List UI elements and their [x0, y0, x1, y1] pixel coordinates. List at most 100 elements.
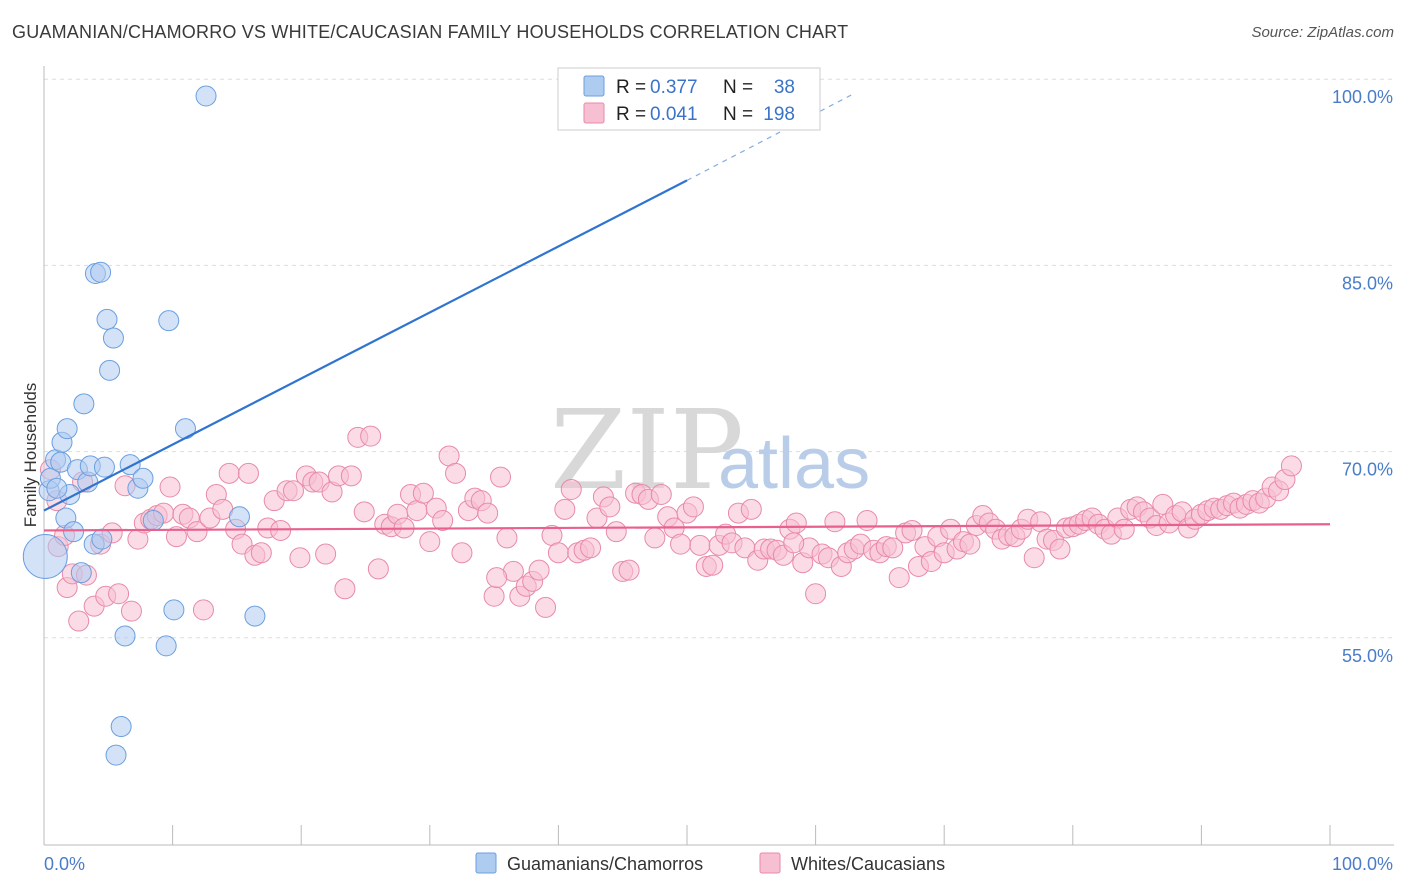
white-caucasian-point-64 [451, 542, 473, 564]
stats-legend: R = 0.377 N = 38 R = 0.041 N = 198 [557, 67, 821, 131]
guamanian-point-34 [228, 506, 250, 528]
y-tick-label-2: 70.0% [1342, 460, 1393, 480]
guamanian-point-22 [105, 744, 127, 766]
white-caucasian-point-39 [289, 547, 311, 569]
legend-swatch-pink [583, 102, 605, 124]
white-caucasian-point-11 [108, 583, 130, 605]
white-caucasian-point-28 [218, 462, 240, 484]
legend-r-value-1: 0.377 [650, 77, 698, 98]
guamanian-point-21 [102, 327, 124, 349]
white-caucasian-point-49 [353, 501, 375, 523]
watermark-atlas: atlas [718, 424, 870, 504]
series-legend-label-pink: Whites/Caucasians [791, 854, 945, 874]
white-caucasian-point-38 [282, 480, 304, 502]
guamanian-point-36 [91, 528, 113, 550]
white-caucasian-point-101 [689, 534, 711, 556]
guamanian-point-19 [96, 308, 118, 330]
white-caucasian-point-61 [432, 510, 454, 532]
guamanian-point-9 [63, 521, 85, 543]
white-caucasian-point-36 [270, 519, 292, 541]
white-caucasian-point-90 [618, 559, 640, 581]
white-caucasian-point-79 [547, 542, 569, 564]
white-caucasian-point-196 [486, 567, 508, 589]
y-axis-label: Family Households [21, 383, 40, 528]
white-caucasian-point-84 [580, 537, 602, 559]
white-caucasian-point-167 [1113, 518, 1135, 540]
guamanian-point-35 [244, 605, 266, 627]
white-caucasian-point-103 [702, 554, 724, 576]
guamanian-point-17 [90, 261, 112, 283]
white-caucasian-point-122 [824, 511, 846, 533]
guamanian-trend-line [43, 179, 688, 512]
series-legend: Guamanians/Chamorros Whites/Caucasians [475, 852, 945, 874]
legend-n-value-2: 198 [763, 104, 795, 125]
y-tick-label-0: 100.0% [1332, 87, 1393, 107]
chart-title: GUAMANIAN/CHAMORRO VS WHITE/CAUCASIAN FA… [12, 22, 849, 42]
white-caucasian-point-46 [334, 578, 356, 600]
series-legend-label-blue: Guamanians/Chamorros [507, 854, 703, 874]
white-caucasian-point-119 [805, 583, 827, 605]
x-tick-label-1: 100.0% [1332, 854, 1393, 874]
guamanian-point-12 [73, 393, 95, 415]
white-caucasian-point-116 [785, 512, 807, 534]
guamanian-point-32 [174, 418, 196, 440]
white-caucasian-point-76 [528, 559, 550, 581]
white-caucasian-point-81 [560, 478, 582, 500]
white-caucasian-point-98 [670, 533, 692, 555]
legend-r-label-2: R = [616, 104, 646, 125]
guamanian-trend-extension [686, 92, 855, 181]
guamanian-point-20 [99, 359, 121, 381]
guamanian-point-24 [114, 625, 136, 647]
guamanian-point-29 [155, 635, 177, 657]
guamanian-point-0 [22, 534, 68, 580]
guamanian-point-18 [93, 456, 115, 478]
white-caucasian-point-59 [419, 531, 441, 553]
white-caucasian-point-43 [315, 543, 337, 565]
white-caucasian-point-77 [535, 596, 557, 618]
white-caucasian-point-157 [1049, 538, 1071, 560]
x-tick-label-0: 0.0% [44, 854, 85, 874]
white-caucasian-point-109 [740, 498, 762, 520]
guamanian-point-11 [70, 562, 92, 584]
guamanian-point-31 [163, 599, 185, 621]
white-caucasian-point-134 [901, 519, 923, 541]
white-caucasian-point-33 [250, 542, 272, 564]
y-tick-label-1: 85.0% [1342, 273, 1393, 293]
white-caucasian-point-23 [186, 521, 208, 543]
white-caucasian-point-69 [483, 585, 505, 607]
legend-n-value-1: 38 [774, 77, 795, 98]
white-caucasian-point-5 [68, 610, 90, 632]
white-caucasian-point-70 [490, 466, 512, 488]
white-caucasian-point-100 [682, 496, 704, 518]
legend-n-label-2: N = [723, 104, 753, 125]
white-caucasian-point-88 [605, 521, 627, 543]
white-caucasian-point-31 [237, 462, 259, 484]
white-caucasian-point-71 [496, 527, 518, 549]
white-caucasian-point-197 [783, 532, 805, 554]
white-caucasian-point-24 [192, 599, 214, 621]
white-caucasian-point-50 [360, 425, 382, 447]
white-caucasian-point-19 [159, 476, 181, 498]
white-caucasian-point-87 [599, 496, 621, 518]
source-credit: Source: ZipAtlas.com [1251, 24, 1394, 41]
white-caucasian-point-94 [644, 527, 666, 549]
series-legend-swatch-pink [759, 852, 781, 874]
guamanian-point-23 [110, 716, 132, 738]
guamanian-point-33 [195, 85, 217, 107]
white-caucasian-trend-line [43, 523, 1331, 532]
guamanian-point-28 [142, 510, 164, 532]
white-caucasian-point-58 [412, 482, 434, 504]
white-caucasian-point-140 [940, 518, 962, 540]
white-caucasian-point-143 [959, 533, 981, 555]
white-caucasian-point-13 [120, 600, 142, 622]
white-caucasian-point-95 [650, 483, 672, 505]
guamanian-point-30 [158, 310, 180, 332]
white-caucasian-point-20 [165, 526, 187, 548]
white-caucasian-point-131 [882, 537, 904, 559]
white-caucasian-point-68 [477, 502, 499, 524]
white-caucasian-point-153 [1023, 547, 1045, 569]
legend-r-label-1: R = [616, 77, 646, 98]
y-tick-label-3: 55.0% [1342, 646, 1393, 666]
guamanian-point-27 [132, 467, 154, 489]
